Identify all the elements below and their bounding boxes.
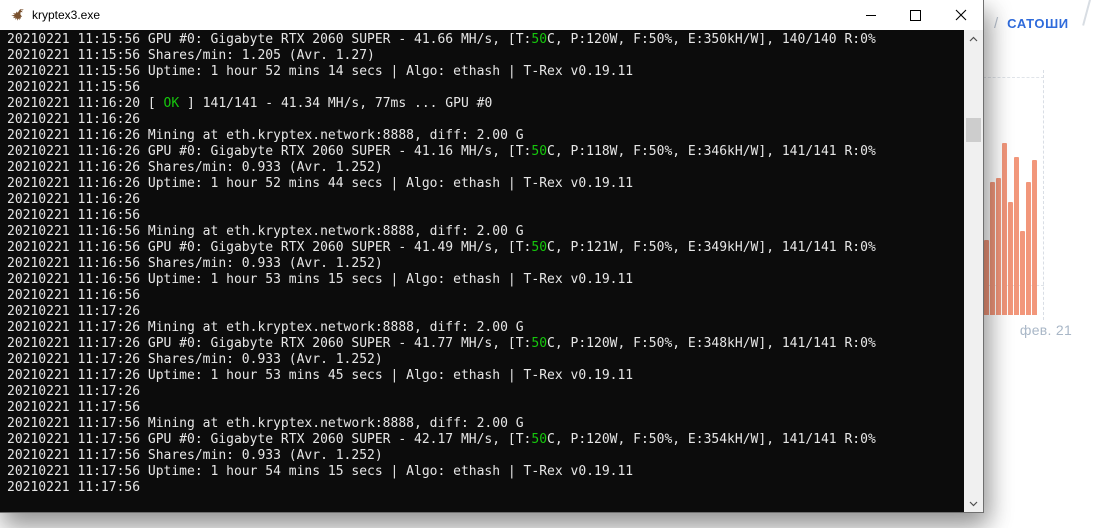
- chart-bar: [1002, 143, 1007, 315]
- console-line: 20210221 11:15:56 GPU #0: Gigabyte RTX 2…: [7, 32, 876, 47]
- scrollbar-thumb[interactable]: [966, 118, 981, 142]
- console-line: 20210221 11:15:56 Shares/min: 1.205 (Avr…: [7, 48, 375, 63]
- satoshi-chart-bars: [983, 0, 1094, 528]
- console-line: 20210221 11:16:56: [7, 208, 141, 223]
- console-line: 20210221 11:16:26 Shares/min: 0.933 (Avr…: [7, 160, 383, 175]
- console-line: 20210221 11:17:56 Shares/min: 0.933 (Avr…: [7, 448, 383, 463]
- console-window: kryptex3.exe 20210221 11:15:56 GPU #0: G…: [0, 0, 984, 513]
- console-line: 20210221 11:16:26: [7, 192, 141, 207]
- console-output: 20210221 11:15:56 GPU #0: Gigabyte RTX 2…: [0, 30, 964, 512]
- window-controls: [848, 0, 983, 30]
- chart-bar: [990, 182, 995, 315]
- kryptex-app-background: / САТОШИ фев. 21: [983, 0, 1094, 528]
- console-line: 20210221 11:16:26 Uptime: 1 hour 52 mins…: [7, 176, 634, 191]
- console-line: 20210221 11:16:56 Shares/min: 0.933 (Avr…: [7, 256, 383, 271]
- console-scrollbar[interactable]: [964, 30, 983, 512]
- console-line: 20210221 11:17:26 GPU #0: Gigabyte RTX 2…: [7, 336, 876, 351]
- console-line: 20210221 11:17:26 Shares/min: 0.933 (Avr…: [7, 352, 383, 367]
- chart-bar: [996, 178, 1001, 315]
- console-line: 20210221 11:17:26 Mining at eth.kryptex.…: [7, 320, 524, 335]
- close-button[interactable]: [938, 0, 983, 30]
- console-line: 20210221 11:17:26: [7, 304, 141, 319]
- console-line: 20210221 11:17:26 Uptime: 1 hour 53 mins…: [7, 368, 634, 383]
- console-line: 20210221 11:16:56 GPU #0: Gigabyte RTX 2…: [7, 240, 876, 255]
- chart-gridline-vertical: [1043, 70, 1044, 320]
- console-line: 20210221 11:16:20 [ OK ] 141/141 - 41.34…: [7, 96, 493, 111]
- console-line: 20210221 11:16:26: [7, 112, 141, 127]
- console-line: 20210221 11:15:56: [7, 80, 141, 95]
- breadcrumb-separator: /: [994, 15, 999, 32]
- console-line: 20210221 11:15:56 Uptime: 1 hour 52 mins…: [7, 64, 634, 79]
- breadcrumb: / САТОШИ: [994, 15, 1069, 32]
- chart-bar: [1032, 160, 1037, 315]
- console-line: 20210221 11:17:56 Mining at eth.kryptex.…: [7, 416, 524, 431]
- chart-gridline-bottom: [983, 285, 1044, 286]
- console-line: 20210221 11:17:56: [7, 480, 141, 495]
- scroll-up-button[interactable]: [964, 30, 983, 47]
- console-line: 20210221 11:16:56 Uptime: 1 hour 53 mins…: [7, 272, 634, 287]
- console-line: 20210221 11:16:56 Mining at eth.kryptex.…: [7, 224, 524, 239]
- chart-bar: [1020, 231, 1025, 315]
- tab-satoshi[interactable]: САТОШИ: [1007, 16, 1069, 31]
- chart-bar: [1008, 202, 1013, 315]
- console-line: 20210221 11:16:26 GPU #0: Gigabyte RTX 2…: [7, 144, 876, 159]
- chart-bar: [1026, 182, 1031, 315]
- maximize-icon: [910, 9, 921, 21]
- console-line: 20210221 11:16:26 Mining at eth.kryptex.…: [7, 128, 524, 143]
- scroll-down-button[interactable]: [964, 495, 983, 512]
- chart-gridline-top: [983, 77, 1044, 78]
- minimize-icon: [865, 14, 876, 16]
- window-titlebar[interactable]: kryptex3.exe: [0, 0, 983, 30]
- console-line: 20210221 11:17:56 GPU #0: Gigabyte RTX 2…: [7, 432, 876, 447]
- chart-bar: [1014, 157, 1019, 315]
- trex-icon: [11, 9, 24, 21]
- chevron-down-icon: [969, 501, 978, 506]
- maximize-button[interactable]: [893, 0, 938, 30]
- window-title: kryptex3.exe: [32, 8, 101, 22]
- console-line: 20210221 11:17:26: [7, 384, 141, 399]
- minimize-button[interactable]: [848, 0, 893, 30]
- close-icon: [955, 9, 966, 21]
- chevron-up-icon: [969, 36, 978, 41]
- console-line: 20210221 11:16:56: [7, 288, 141, 303]
- chart-bar: [984, 240, 989, 315]
- console-line: 20210221 11:17:56 Uptime: 1 hour 54 mins…: [7, 464, 634, 479]
- chart-x-axis-label: фев. 21: [1019, 322, 1073, 338]
- console-line: 20210221 11:17:56: [7, 400, 141, 415]
